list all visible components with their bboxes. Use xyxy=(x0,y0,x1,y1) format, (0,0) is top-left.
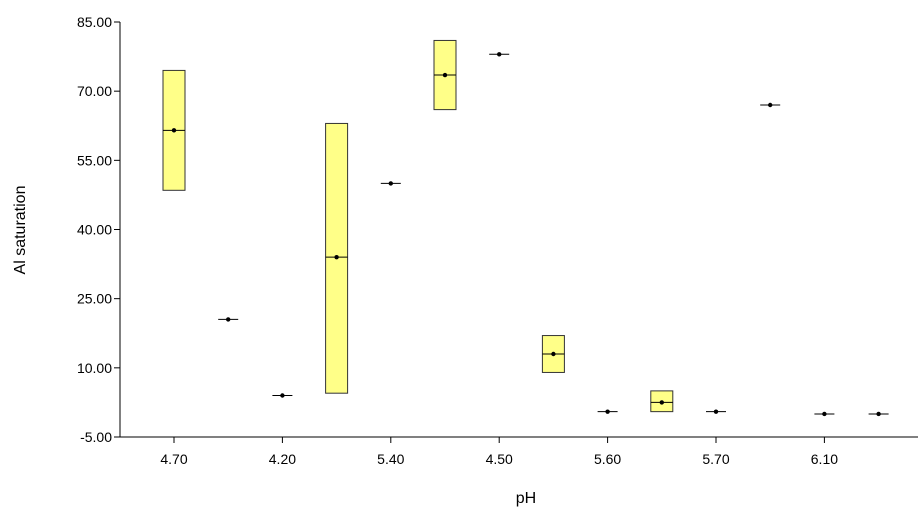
median-point xyxy=(768,102,773,108)
median-point xyxy=(334,254,339,260)
y-tick-label: 40.00 xyxy=(77,222,112,238)
box xyxy=(325,122,349,394)
box xyxy=(868,411,889,417)
y-tick-label: 70.00 xyxy=(77,83,112,99)
box xyxy=(706,409,726,414)
median-point xyxy=(551,351,556,357)
x-ticks: 4.70 4.20 5.40 4.50 5.60 5.70 6.10 xyxy=(160,437,838,467)
x-tick-label: 5.40 xyxy=(377,451,404,467)
box xyxy=(433,39,457,111)
box xyxy=(814,411,835,417)
median-point xyxy=(822,411,827,417)
x-tick-label: 5.70 xyxy=(702,451,729,467)
box xyxy=(162,69,186,191)
x-tick-label: 4.70 xyxy=(160,451,187,467)
y-axis-title: Al saturation xyxy=(12,186,29,275)
median-point xyxy=(713,409,719,414)
box xyxy=(218,317,239,322)
median-point xyxy=(388,181,393,186)
median-point xyxy=(171,128,177,133)
box xyxy=(760,102,781,108)
median-point xyxy=(605,409,610,414)
median-point xyxy=(659,400,664,405)
x-tick-label: 4.50 xyxy=(486,451,513,467)
y-tick-label: 55.00 xyxy=(77,152,112,168)
box xyxy=(541,335,565,373)
boxes xyxy=(162,39,889,417)
median-point xyxy=(876,411,881,417)
median-point xyxy=(442,72,448,78)
x-axis-title: pH xyxy=(516,490,536,507)
box xyxy=(380,181,401,186)
median-point xyxy=(497,52,502,57)
box xyxy=(650,390,674,413)
median-point xyxy=(226,317,231,322)
median-point xyxy=(280,393,285,398)
box xyxy=(272,393,293,398)
box xyxy=(489,52,510,57)
x-tick-label: 4.20 xyxy=(269,451,296,467)
y-tick-label: 10.00 xyxy=(77,360,112,376)
y-tick-label: 25.00 xyxy=(77,291,112,307)
y-tick-label: -5.00 xyxy=(80,429,112,445)
y-tick-label: 85.00 xyxy=(77,14,112,30)
box xyxy=(597,409,618,414)
y-ticks: 85.00 70.00 55.00 40.00 25.00 10.00 -5.00 xyxy=(77,14,120,445)
x-tick-label: 6.10 xyxy=(811,451,838,467)
x-tick-label: 5.60 xyxy=(594,451,621,467)
axes xyxy=(119,22,918,438)
